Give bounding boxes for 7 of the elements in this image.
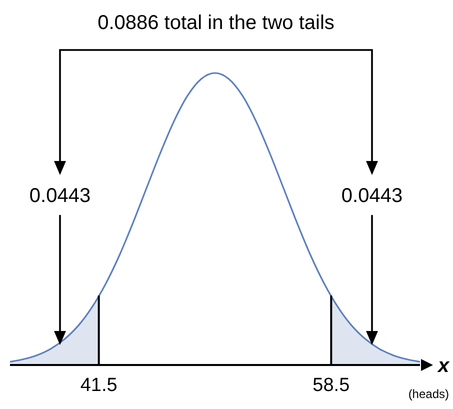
annotation: 0.0443: [29, 185, 91, 207]
chart-title: 0.0886 total in the two tails: [98, 12, 334, 34]
text: (heads): [408, 387, 450, 401]
x-tick-label: 58.5: [312, 375, 350, 396]
x-tick-label: 41.5: [80, 375, 118, 396]
annotation: 0.0443: [341, 185, 403, 207]
x-axis-title: x: [437, 355, 450, 377]
